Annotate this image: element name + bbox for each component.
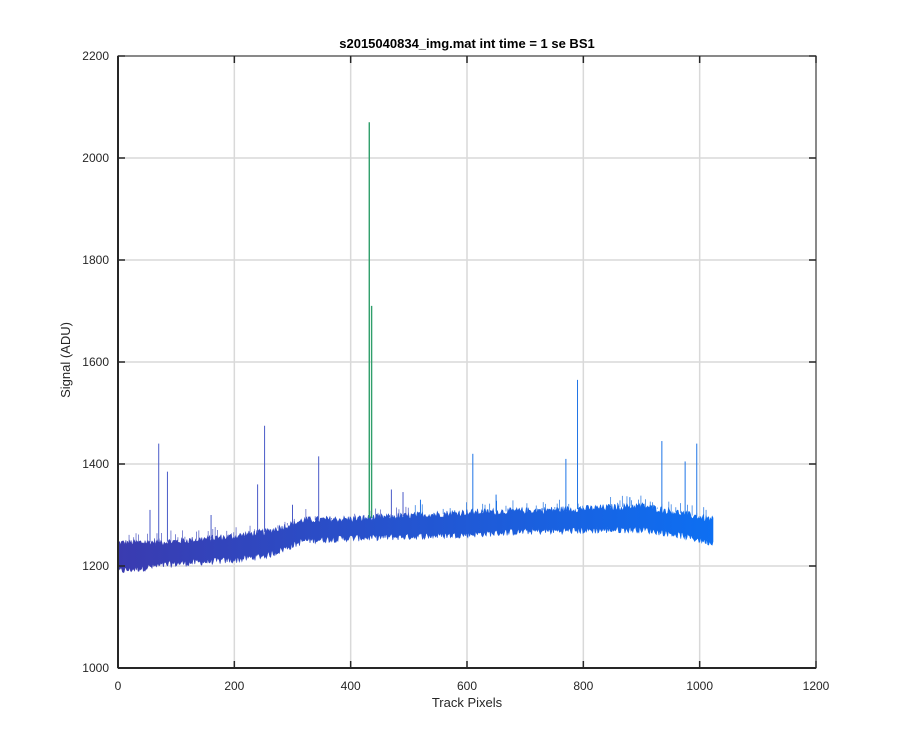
- data-layer: [117, 122, 714, 573]
- y-tick-label: 1000: [82, 661, 109, 675]
- y-tick-label: 2200: [82, 49, 109, 63]
- x-tick-label: 1200: [803, 679, 830, 693]
- axes: 0 200 400 600 800 1000 1200 1000 1200 1400 1600 180…: [82, 49, 829, 693]
- y-axis-label: Signal (ADU): [58, 322, 73, 398]
- y-tick-label: 1600: [82, 355, 109, 369]
- x-tick-label: 800: [573, 679, 593, 693]
- y-tick-label: 2000: [82, 151, 109, 165]
- x-tick-label: 1000: [686, 679, 713, 693]
- x-tick-label: 200: [224, 679, 244, 693]
- x-tick-label: 400: [341, 679, 361, 693]
- signal-band: [117, 502, 714, 573]
- chart-title: s2015040834_img.mat int time = 1 se BS1: [339, 36, 594, 51]
- y-tick-label: 1200: [82, 559, 109, 573]
- x-tick-label: 0: [115, 679, 122, 693]
- y-tick-label: 1800: [82, 253, 109, 267]
- x-tick-label: 600: [457, 679, 477, 693]
- x-axis-label: Track Pixels: [432, 695, 503, 710]
- y-tick-label: 1400: [82, 457, 109, 471]
